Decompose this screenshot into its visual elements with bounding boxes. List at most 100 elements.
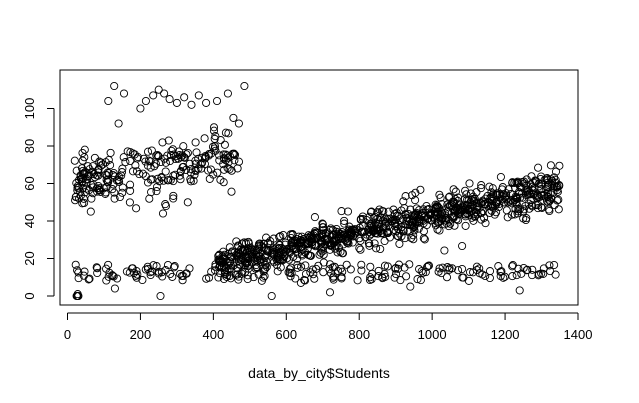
- data-point: [149, 91, 158, 100]
- data-point: [445, 264, 454, 273]
- x-axis-title: data_by_city$Students: [248, 365, 390, 381]
- data-point: [419, 216, 428, 225]
- data-point: [309, 270, 318, 279]
- data-point: [301, 261, 310, 270]
- data-point: [286, 263, 295, 272]
- data-point: [365, 239, 374, 248]
- data-point: [241, 239, 251, 248]
- data-point: [413, 275, 422, 284]
- data-point: [412, 208, 421, 217]
- data-point: [545, 195, 554, 204]
- data-point: [88, 183, 98, 192]
- plot-frame: [59, 69, 579, 306]
- data-point: [228, 247, 237, 256]
- data-point: [291, 274, 300, 283]
- data-point: [462, 209, 472, 218]
- data-point: [408, 221, 417, 230]
- data-point: [101, 188, 110, 197]
- data-point: [148, 175, 157, 184]
- data-point: [492, 208, 501, 217]
- data-point: [261, 264, 270, 273]
- data-point: [126, 180, 135, 189]
- data-point: [438, 209, 447, 218]
- x-tick-label: 600: [275, 327, 297, 342]
- data-point: [550, 200, 559, 210]
- data-point: [190, 170, 199, 179]
- data-point: [71, 192, 81, 201]
- data-point: [515, 286, 524, 295]
- data-point: [83, 162, 92, 171]
- data-point: [243, 274, 252, 284]
- data-point: [74, 274, 83, 283]
- data-point: [182, 150, 191, 159]
- data-point: [80, 153, 89, 162]
- data-point: [211, 262, 220, 271]
- data-point: [202, 98, 211, 107]
- data-point: [121, 158, 130, 167]
- data-point: [487, 188, 496, 197]
- data-point: [194, 164, 203, 173]
- y-tick-label: 60: [22, 176, 37, 190]
- data-point: [357, 266, 366, 275]
- data-point: [511, 204, 520, 213]
- data-point: [191, 159, 200, 168]
- data-point: [219, 253, 228, 262]
- data-point: [82, 184, 91, 193]
- data-point: [371, 229, 380, 238]
- data-point: [378, 228, 387, 237]
- data-point: [73, 290, 82, 299]
- data-point: [118, 183, 127, 192]
- data-point: [551, 270, 560, 279]
- data-point: [416, 185, 425, 194]
- data-point: [342, 260, 351, 269]
- data-point: [161, 200, 170, 209]
- data-point: [423, 205, 432, 214]
- data-point: [252, 250, 261, 260]
- data-point: [376, 244, 385, 254]
- data-point: [470, 196, 479, 206]
- data-point: [114, 119, 123, 128]
- data-point: [314, 261, 323, 270]
- data-point: [138, 275, 147, 285]
- data-point: [249, 253, 258, 262]
- data-point: [380, 269, 389, 279]
- data-point: [522, 175, 531, 184]
- data-point: [510, 195, 519, 204]
- data-point: [215, 269, 224, 278]
- data-point: [396, 276, 405, 285]
- data-point: [383, 262, 392, 271]
- data-point: [204, 151, 213, 160]
- data-point: [317, 237, 326, 246]
- data-point: [464, 204, 473, 213]
- data-point: [151, 159, 160, 168]
- data-point: [456, 206, 465, 215]
- data-point: [80, 267, 89, 276]
- data-point: [212, 96, 222, 106]
- data-point: [250, 254, 259, 263]
- data-point: [485, 208, 494, 217]
- data-point: [530, 189, 539, 198]
- data-point: [367, 226, 376, 235]
- data-point: [364, 225, 373, 234]
- data-point: [178, 276, 187, 285]
- data-point: [92, 263, 101, 272]
- data-point: [518, 189, 527, 198]
- data-point: [514, 178, 523, 187]
- data-point: [183, 198, 192, 207]
- data-point: [292, 239, 302, 248]
- data-point: [215, 156, 224, 165]
- data-point: [512, 271, 521, 280]
- data-point: [110, 194, 119, 203]
- data-point: [276, 263, 285, 272]
- data-point: [310, 274, 319, 283]
- data-point: [223, 164, 232, 173]
- data-point: [353, 276, 362, 285]
- x-tick-label: 200: [130, 327, 152, 342]
- data-point: [210, 266, 220, 275]
- data-point: [304, 250, 313, 259]
- data-point: [233, 252, 242, 261]
- data-point: [329, 273, 338, 282]
- data-point: [88, 189, 98, 198]
- data-point: [95, 186, 104, 195]
- data-point: [215, 151, 224, 160]
